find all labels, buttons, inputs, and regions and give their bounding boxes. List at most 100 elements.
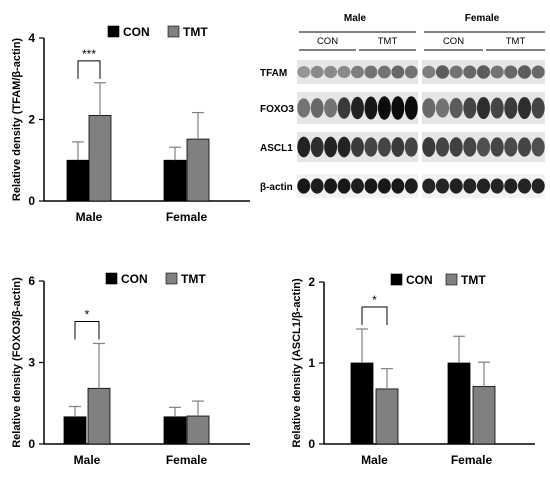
blot-band	[449, 97, 463, 119]
y-tick-label: 0	[28, 194, 35, 208]
blot-band	[337, 178, 351, 194]
blot-band	[404, 96, 418, 120]
blot-band	[391, 137, 405, 157]
chart-tfam: 0 2 4 Relative density (TFAM/β-actin) Male Fe…	[11, 25, 250, 224]
blot-band	[324, 65, 338, 79]
significance-label: ***	[82, 47, 96, 61]
western-blot: Male Female CON TMT CON TMT TFAM FOXO3 ASCL1 β-ac…	[260, 13, 545, 198]
blot-band	[404, 137, 418, 157]
blot-group-label: CON	[317, 36, 338, 47]
blot-band	[351, 96, 364, 120]
blot-band	[449, 65, 463, 79]
blot-band	[463, 97, 477, 119]
blot-band	[422, 65, 436, 79]
y-tick-label: 0	[308, 437, 315, 451]
blot-band	[531, 178, 545, 194]
blot-band	[435, 178, 450, 194]
blot-band	[463, 65, 477, 79]
blot-band	[377, 96, 391, 120]
blot-band	[364, 65, 378, 79]
legend-swatch-con	[390, 273, 403, 286]
blot-band	[517, 65, 532, 79]
chart-ascl1: 0 1 2 Relative density (ASCL1/β-actin) Male F…	[291, 273, 535, 467]
blot-band	[463, 178, 477, 194]
bar-con	[66, 159, 90, 202]
blot-band	[391, 65, 405, 79]
significance-label: *	[85, 307, 90, 321]
significance-bracket	[361, 306, 388, 325]
blot-band	[490, 65, 504, 79]
blot-band	[297, 178, 311, 194]
bar-tmt	[375, 388, 399, 445]
blot-band	[337, 65, 351, 79]
y-tick-label: 2	[308, 275, 315, 289]
blot-row-label: ASCL1	[260, 143, 293, 154]
bar-con	[350, 362, 374, 445]
blot-band	[504, 137, 518, 157]
chart-foxo3: 0 3 6 Relative density (FOXO3/β-actin) Male F…	[11, 272, 250, 467]
blot-band	[490, 178, 504, 194]
blot-band	[297, 136, 311, 158]
blot-band	[324, 178, 338, 194]
x-category-label: Male	[74, 453, 101, 467]
legend-swatch-con	[107, 25, 120, 38]
bar-tmt	[472, 386, 496, 445]
x-category-label: Male	[361, 453, 388, 467]
blot-band	[449, 137, 463, 157]
blot-band	[310, 178, 324, 194]
blot-band	[517, 178, 532, 194]
blot-band	[364, 137, 378, 157]
blot-band	[476, 137, 491, 157]
y-axis-label: Relative density (ASCL1/β-actin)	[291, 278, 303, 448]
bar-con	[63, 416, 87, 445]
x-category-label: Female	[166, 453, 208, 467]
x-category-label: Female	[451, 453, 493, 467]
blot-band	[297, 66, 311, 78]
blot-band	[435, 98, 450, 118]
y-tick-label: 3	[28, 356, 35, 370]
blot-band	[531, 65, 545, 79]
bar-con	[163, 416, 187, 445]
legend-swatch-tmt	[167, 25, 180, 38]
blot-band	[422, 178, 436, 194]
blot-band	[324, 136, 338, 158]
bar-con	[163, 159, 187, 202]
blot-band	[490, 137, 504, 157]
bar-tmt	[88, 115, 112, 202]
blot-band	[449, 178, 463, 194]
blot-band	[517, 137, 532, 157]
blot-row-label: β-actin	[260, 182, 293, 193]
blot-band	[377, 178, 391, 194]
blot-band	[463, 137, 477, 157]
blot-band	[364, 178, 378, 194]
blot-group-label: TMT	[378, 36, 398, 47]
y-axis-label: Relative density (TFAM/β-actin)	[11, 38, 23, 202]
blot-band	[404, 65, 418, 79]
blot-band	[422, 98, 436, 118]
legend-label: CON	[123, 25, 150, 39]
blot-band	[435, 65, 450, 79]
y-tick-label: 1	[308, 356, 315, 370]
blot-band	[377, 137, 391, 157]
blot-band	[310, 65, 324, 79]
bar-con	[447, 362, 471, 445]
blot-band	[337, 136, 351, 158]
blot-band	[310, 98, 324, 118]
blot-band	[531, 137, 545, 157]
blot-band	[422, 137, 436, 157]
significance-label: *	[372, 293, 377, 307]
blot-band	[517, 96, 532, 120]
blot-band	[391, 178, 405, 194]
blot-band	[435, 137, 450, 157]
blot-group-label: TMT	[506, 36, 526, 47]
x-category-label: Male	[76, 210, 103, 224]
y-tick-label: 6	[28, 274, 35, 288]
legend-swatch-con	[105, 272, 118, 285]
blot-band	[351, 65, 364, 79]
blot-band	[504, 97, 518, 119]
significance-bracket	[77, 60, 101, 79]
blot-header-male: Male	[344, 13, 367, 24]
bar-tmt	[186, 138, 210, 202]
y-tick-label: 4	[28, 31, 35, 45]
blot-row-label: TFAM	[260, 68, 287, 79]
